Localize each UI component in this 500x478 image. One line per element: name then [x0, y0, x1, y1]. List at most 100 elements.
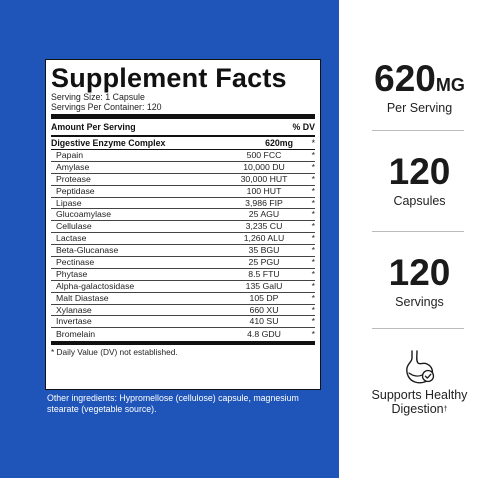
ingredient-amount: 30,000 HUT [240, 173, 288, 184]
stat-divider [372, 328, 464, 329]
thick-divider [51, 114, 315, 119]
ingredient-dv: * [311, 197, 315, 208]
ingredient-name: Malt Diastase [56, 292, 109, 303]
other-ingredients: Other ingredients: Hypromellose (cellulo… [47, 393, 299, 414]
complex-name: Digestive Enzyme Complex [51, 137, 166, 148]
ingredient-name: Xylanase [56, 304, 92, 315]
supplement-facts-panel: Supplement Facts Serving Size: 1 Capsule… [45, 59, 321, 390]
ingredient-amount: 3,986 FIP [245, 197, 283, 208]
ingredient-amount: 3,235 CU [245, 221, 283, 232]
stat-divider [372, 130, 464, 131]
ingredient-row: Alpha-galactosidase 135 GalU * [51, 281, 315, 293]
ingredient-dv: * [311, 257, 315, 268]
ingredient-amount: 135 GalU [245, 280, 283, 291]
header-divider [51, 135, 315, 137]
ingredient-dv: * [311, 316, 315, 327]
complex-dv: * [311, 137, 315, 148]
ingredient-amount: 660 XU [249, 304, 279, 315]
dv-header: % DV [292, 122, 316, 132]
bottom-thick-divider [51, 341, 315, 346]
ingredient-dv: * [311, 292, 315, 303]
dose-stat: 620MG Per Serving [339, 60, 500, 115]
ingredient-dv: * [311, 233, 315, 244]
capsules-stat: 120 Capsules [339, 153, 500, 208]
ingredient-dv: * [311, 328, 315, 339]
ingredient-dv: * [311, 245, 315, 256]
ingredient-row: Amylase 10,000 DU * [51, 162, 315, 174]
ingredient-dv: * [311, 304, 315, 315]
ingredient-dv: * [311, 161, 315, 172]
ingredient-amount: 10,000 DU [243, 161, 285, 172]
servings-per-container: Servings Per Container: 120 [51, 102, 162, 112]
dose-value: 620 [374, 58, 436, 99]
ingredient-dv: * [311, 268, 315, 279]
ingredient-name: Protease [56, 173, 91, 184]
ingredient-name: Glucoamylase [56, 209, 112, 220]
ingredient-row: Xylanase 660 XU * [51, 305, 315, 317]
ingredient-amount: 35 BGU [248, 245, 280, 256]
capsules-value: 120 [388, 151, 451, 192]
ingredient-amount: 25 AGU [248, 209, 280, 220]
dose-unit: MG [435, 75, 465, 95]
ingredient-dv: * [311, 280, 315, 291]
ingredient-dv: * [311, 221, 315, 232]
ingredient-name: Phytase [56, 268, 88, 279]
ingredient-row: Lactase 1,260 ALU * [51, 233, 315, 246]
ingredient-amount: 4.8 GDU [247, 328, 281, 339]
digest-line-1: Supports Healthy [371, 388, 468, 402]
ingredient-dv: * [311, 209, 315, 220]
ingredient-name: Papain [56, 150, 84, 160]
digestion-claim: Supports Healthy Digestion† [339, 388, 500, 417]
ingredient-row: Phytase 8.5 FTU * [51, 269, 315, 281]
ingredient-name: Cellulase [56, 221, 92, 232]
complex-amount: 620mg [265, 137, 293, 148]
capsules-label: Capsules [393, 194, 446, 208]
amount-per-serving-header: Amount Per Serving [51, 122, 136, 132]
dose-value-line: 620MG [339, 60, 500, 97]
ingredient-name: Amylase [56, 161, 90, 172]
ingredient-amount: 1,260 ALU [243, 233, 285, 244]
ingredient-name: Lipase [56, 197, 82, 208]
ingredient-amount: 100 HUT [246, 185, 282, 196]
ingredient-dv: * [311, 185, 315, 196]
ingredient-amount: 410 SU [249, 316, 279, 327]
stat-divider [372, 231, 464, 232]
dv-footnote: * Daily Value (DV) not established. [51, 347, 178, 358]
ingredient-list: Papain 500 FCC * Amylase 10,000 DU * Protease 3… [51, 150, 315, 340]
supplement-facts-title: Supplement Facts [51, 63, 287, 93]
ingredient-amount: 500 FCC [246, 150, 282, 160]
ingredient-row: Papain 500 FCC * [51, 150, 315, 162]
complex-divider [51, 149, 315, 150]
ingredient-row: Lipase 3,986 FIP * [51, 198, 315, 210]
amount-header-row: Amount Per Serving % DV [51, 121, 315, 134]
ingredient-dv: * [311, 173, 315, 184]
ingredient-amount: 8.5 FTU [248, 268, 280, 279]
ingredient-amount: 105 DP [249, 292, 279, 303]
ingredient-row: Cellulase 3,235 CU * [51, 221, 315, 234]
ingredient-name: Lactase [56, 233, 87, 244]
ingredient-row: Pectinase 25 PGU * [51, 257, 315, 269]
ingredient-row: Malt Diastase 105 DP * [51, 293, 315, 305]
digest-line-2-text: Digestion [391, 401, 444, 416]
ingredient-name: Alpha-galactosidase [56, 280, 135, 291]
ingredient-row: Invertase 410 SU * [51, 316, 315, 329]
ingredient-row: Bromelain 4.8 GDU * [51, 328, 315, 340]
servings-stat: 120 Servings [339, 254, 500, 309]
dose-label: Per Serving [386, 101, 453, 115]
ingredient-name: Pectinase [56, 257, 95, 268]
ingredient-row: Beta-Glucanase 35 BGU * [51, 245, 315, 258]
ingredient-row: Peptidase 100 HUT * [51, 186, 315, 198]
enzyme-complex-row: Digestive Enzyme Complex 620mg * [51, 137, 315, 149]
servings-label: Servings [395, 295, 444, 309]
ingredient-name: Beta-Glucanase [56, 245, 119, 256]
ingredient-row: Protease 30,000 HUT * [51, 174, 315, 186]
ingredient-name: Bromelain [56, 328, 96, 339]
digest-line-2: Digestion† [339, 401, 500, 417]
ingredient-row: Glucoamylase 25 AGU * [51, 209, 315, 222]
ingredient-name: Peptidase [56, 185, 95, 196]
serving-size: Serving Size: 1 Capsule [51, 92, 145, 102]
ingredient-name: Invertase [56, 316, 92, 327]
dagger-mark: † [443, 405, 448, 413]
ingredient-dv: * [311, 150, 315, 160]
ingredient-amount: 25 PGU [248, 257, 280, 268]
